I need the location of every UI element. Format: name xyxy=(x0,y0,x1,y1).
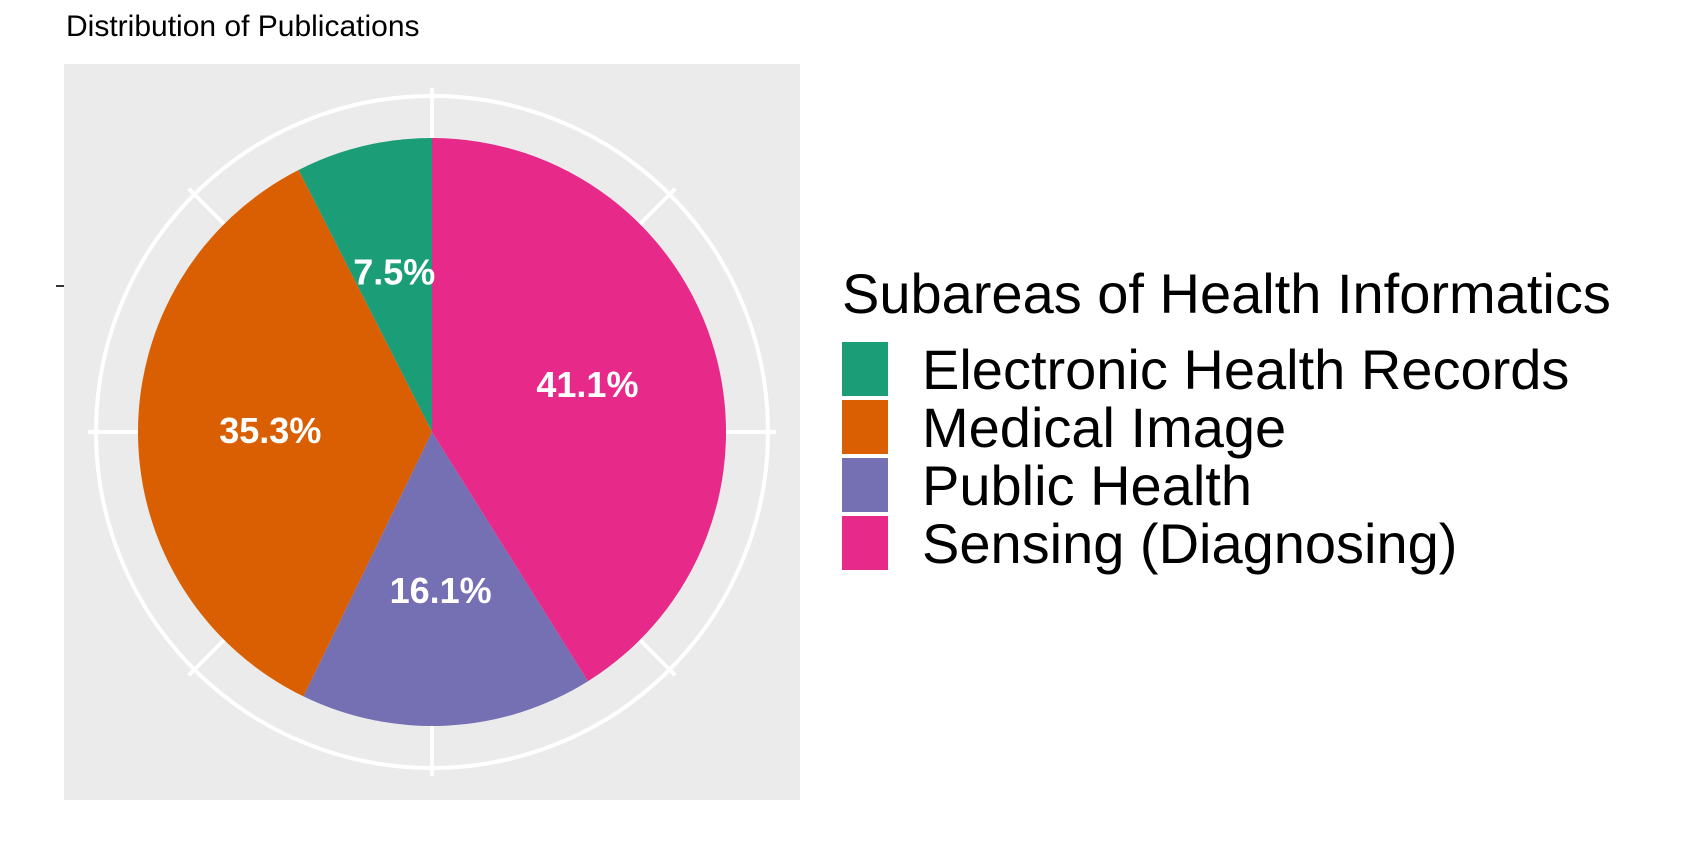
legend-key xyxy=(842,342,888,396)
slice-label: 35.3% xyxy=(219,410,321,451)
pie-slice xyxy=(138,170,432,697)
grid-line xyxy=(187,187,226,226)
legend-key xyxy=(842,400,888,454)
legend-label: Public Health xyxy=(922,453,1252,517)
legend-item: Sensing (Diagnosing) xyxy=(842,512,1611,575)
legend-title: Subareas of Health Informatics xyxy=(842,262,1611,325)
legend-label: Electronic Health Records xyxy=(922,337,1570,401)
slice-labels: 7.5% 35.3% 16.1% 41.1% xyxy=(219,251,638,611)
legend-item: Public Health xyxy=(842,454,1611,517)
slice-label: 16.1% xyxy=(390,570,492,611)
legend-key xyxy=(842,516,888,570)
legend: Subareas of Health Informatics Electroni… xyxy=(842,262,1611,575)
pie-slice xyxy=(298,138,432,432)
pie-chart: 7.5% 35.3% 16.1% 41.1% xyxy=(56,64,800,800)
pie-slice xyxy=(303,432,588,726)
legend-key xyxy=(842,458,888,512)
chart-title: Distribution of Publications xyxy=(66,10,420,43)
grid-line xyxy=(187,638,226,677)
pie-slice xyxy=(432,138,726,682)
slice-label: 7.5% xyxy=(353,251,435,292)
slice-label: 41.1% xyxy=(536,364,638,405)
legend-label: Medical Image xyxy=(922,395,1287,459)
polar-grid xyxy=(88,88,776,776)
grid-line xyxy=(638,187,677,226)
legend-item: Medical Image xyxy=(842,396,1611,459)
legend-label: Sensing (Diagnosing) xyxy=(922,511,1458,575)
grid-line xyxy=(638,638,677,677)
pie-slices xyxy=(138,138,726,726)
legend-item: Electronic Health Records xyxy=(842,338,1611,401)
